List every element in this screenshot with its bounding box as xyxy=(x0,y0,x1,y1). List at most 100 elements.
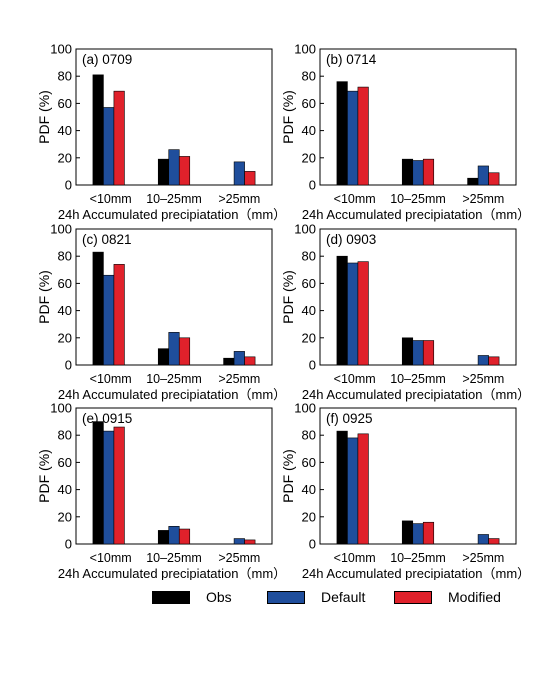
bar-default-1 xyxy=(347,437,359,545)
bar-default-1 xyxy=(347,262,359,366)
y-axis-label: PDF (%) xyxy=(36,270,52,324)
bar-modified-1 xyxy=(113,426,125,545)
y-tick-label: 80 xyxy=(58,428,72,443)
chart-panel-4: 0 20 40 60 80 100 <10mm 10–25mm >25mm (d) 0903 PDF… xyxy=(280,222,530,403)
y-tick-label: 20 xyxy=(58,150,72,165)
bar-default-2 xyxy=(168,526,180,545)
x-tick-label: 10–25mm xyxy=(146,551,202,565)
bar-modified-2 xyxy=(178,156,191,186)
bar-modified-2 xyxy=(422,340,435,366)
legend-label-modified: Modified xyxy=(448,589,501,605)
y-axis-label: PDF (%) xyxy=(280,270,296,324)
y-tick-label: 40 xyxy=(58,482,72,497)
y-tick-label: 40 xyxy=(302,482,316,497)
bar-default-2 xyxy=(412,340,424,366)
x-tick-label: <10mm xyxy=(90,192,132,206)
y-tick-label: 40 xyxy=(302,303,316,318)
chart-legend: Obs Default Modified xyxy=(0,586,560,608)
panel-title: (f) 0925 xyxy=(326,411,373,426)
bar-obs-1 xyxy=(336,81,348,186)
x-tick-label: >25mm xyxy=(462,372,504,386)
y-tick-label: 0 xyxy=(309,358,316,373)
x-axis-label: 24h Accumulated precipiatation（mm） xyxy=(58,387,286,402)
bar-default-1 xyxy=(347,90,359,186)
x-tick-label: 10–25mm xyxy=(390,551,446,565)
y-tick-label: 0 xyxy=(65,537,72,552)
panel-title: (c) 0821 xyxy=(82,232,132,247)
y-tick-label: 60 xyxy=(302,96,316,111)
bar-obs-1 xyxy=(92,74,104,186)
y-tick-label: 100 xyxy=(50,42,72,57)
legend-swatch-default xyxy=(267,590,305,604)
x-tick-label: <10mm xyxy=(90,551,132,565)
bar-modified-1 xyxy=(357,261,369,366)
x-tick-label: >25mm xyxy=(462,192,504,206)
bar-default-2 xyxy=(412,160,424,186)
bar-default-1 xyxy=(103,430,115,545)
x-axis-label: 24h Accumulated precipiatation（mm） xyxy=(58,566,286,580)
y-tick-label: 40 xyxy=(58,303,72,318)
y-tick-label: 80 xyxy=(58,249,72,264)
legend-label-obs: Obs xyxy=(206,589,232,605)
panel-title: (a) 0709 xyxy=(82,52,132,67)
x-axis-label: 24h Accumulated precipiatation（mm） xyxy=(302,207,530,222)
x-tick-label: <10mm xyxy=(334,551,376,565)
y-tick-label: 40 xyxy=(302,123,316,138)
legend-item-obs: Obs xyxy=(152,586,232,608)
x-tick-label: 10–25mm xyxy=(390,192,446,206)
figure-canvas: 0 20 40 60 80 100 <10mm 10–25mm >25mm (a) 0709 PDF… xyxy=(36,42,530,581)
y-axis-label: PDF (%) xyxy=(280,449,296,503)
x-tick-label: >25mm xyxy=(218,372,260,386)
y-tick-label: 100 xyxy=(50,401,72,416)
bar-obs-2 xyxy=(401,520,414,545)
y-tick-label: 80 xyxy=(58,69,72,84)
x-tick-label: >25mm xyxy=(218,192,260,206)
legend-label-default: Default xyxy=(321,589,366,605)
bar-default-3 xyxy=(477,355,489,366)
x-tick-label: 10–25mm xyxy=(146,372,202,386)
bar-modified-1 xyxy=(357,86,369,186)
y-axis-label: PDF (%) xyxy=(280,90,296,144)
chart-panel-3: 0 20 40 60 80 100 <10mm 10–25mm >25mm (c) 0821 PDF… xyxy=(36,222,286,403)
bar-obs-3 xyxy=(223,357,235,366)
legend-item-default: Default xyxy=(267,586,365,608)
x-axis-label: 24h Accumulated precipiatation（mm） xyxy=(302,566,530,580)
bar-default-2 xyxy=(412,523,424,545)
bar-default-2 xyxy=(168,149,180,186)
y-tick-label: 60 xyxy=(58,276,72,291)
bar-modified-3 xyxy=(244,356,256,366)
bar-modified-3 xyxy=(244,171,256,186)
bar-modified-2 xyxy=(178,337,191,366)
bar-default-1 xyxy=(103,107,115,186)
y-axis-label: PDF (%) xyxy=(36,90,52,144)
bar-obs-2 xyxy=(157,530,170,545)
bar-modified-3 xyxy=(244,539,256,545)
y-tick-label: 20 xyxy=(302,150,316,165)
chart-panel-6: 0 20 40 60 80 100 <10mm 10–25mm >25mm (f) 0925 PDF… xyxy=(280,401,530,581)
panel-title: (b) 0714 xyxy=(326,52,377,67)
x-tick-label: <10mm xyxy=(90,372,132,386)
bar-modified-1 xyxy=(357,433,369,545)
x-tick-label: >25mm xyxy=(218,551,260,565)
bar-default-3 xyxy=(477,534,489,545)
y-tick-label: 20 xyxy=(302,330,316,345)
bar-obs-1 xyxy=(336,430,348,545)
x-axis-label: 24h Accumulated precipiatation（mm） xyxy=(302,387,530,402)
bar-obs-1 xyxy=(92,421,104,545)
y-tick-label: 100 xyxy=(294,222,316,237)
y-tick-label: 60 xyxy=(302,455,316,470)
bar-default-1 xyxy=(103,274,115,366)
y-tick-label: 80 xyxy=(302,249,316,264)
bar-modified-3 xyxy=(488,538,500,545)
y-tick-label: 80 xyxy=(302,428,316,443)
bar-modified-2 xyxy=(422,158,435,186)
chart-panel-5: 0 20 40 60 80 100 <10mm 10–25mm >25mm (e) 0915 PDF… xyxy=(36,401,286,581)
x-axis-label: 24h Accumulated precipiatation（mm） xyxy=(58,207,286,222)
x-tick-label: >25mm xyxy=(462,551,504,565)
bar-obs-2 xyxy=(157,158,170,186)
x-tick-label: <10mm xyxy=(334,372,376,386)
y-tick-label: 0 xyxy=(309,537,316,552)
bar-obs-2 xyxy=(401,337,414,366)
legend-swatch-obs xyxy=(152,590,190,604)
legend-item-modified: Modified xyxy=(394,586,501,608)
